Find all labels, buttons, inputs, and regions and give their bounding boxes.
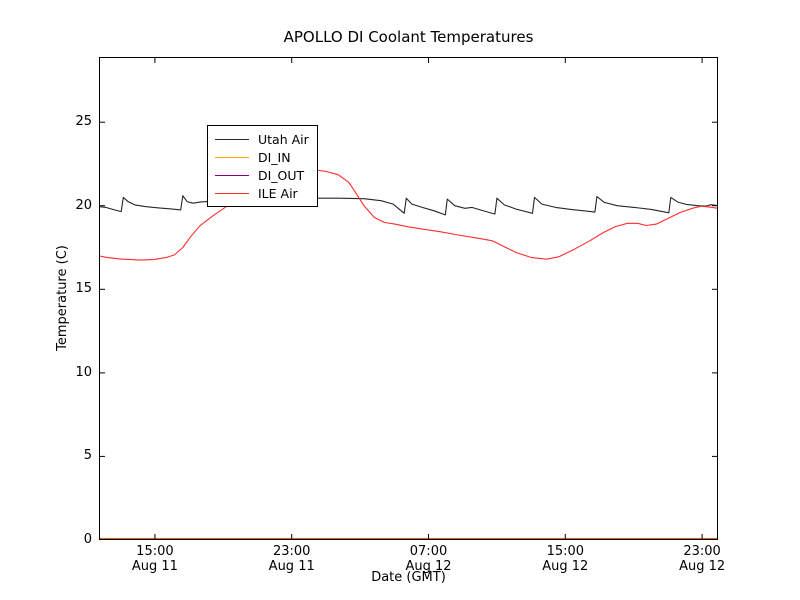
y-tick-label: 15 (75, 281, 92, 297)
y-tick-label: 20 (75, 197, 92, 213)
legend-entry-di-in: DI_IN (213, 148, 309, 166)
di-out-line-swatch (215, 174, 249, 176)
x-tick-label: 15:00 Aug 11 (131, 544, 178, 574)
legend: Utah Air DI_IN DI_OUT ILE Air (207, 125, 318, 207)
legend-label-di-out: DI_OUT (258, 167, 305, 183)
series-line-utah-air (99, 195, 718, 216)
legend-entry-utah-air: Utah Air (213, 130, 309, 148)
x-tick-label: 23:00 Aug 11 (268, 544, 315, 574)
chart-title: APOLLO DI Coolant Temperatures (283, 28, 534, 46)
y-tick-label: 10 (75, 364, 92, 380)
y-tick-label: 25 (75, 114, 92, 130)
ile-air-line-swatch (215, 192, 249, 194)
legend-entry-ile-air: ILE Air (213, 184, 309, 202)
di-in-line-swatch (215, 156, 249, 158)
series-line-ile-air (99, 169, 718, 261)
utah-air-line-swatch (215, 138, 249, 140)
legend-entry-di-out: DI_OUT (213, 166, 309, 184)
legend-label-ile-air: ILE Air (258, 185, 298, 201)
y-tick-label: 0 (83, 532, 92, 547)
x-tick-label: 23:00 Aug 12 (679, 544, 726, 574)
plot-canvas (99, 57, 718, 540)
plot-area: Utah Air DI_IN DI_OUT ILE Air (99, 57, 718, 540)
legend-label-utah-air: Utah Air (258, 131, 309, 147)
axes-frame (99, 57, 718, 540)
y-tick-label: 5 (83, 448, 92, 464)
legend-label-di-in: DI_IN (258, 149, 291, 165)
x-axis-label: Date (GMT) (371, 570, 446, 585)
x-tick-label: 07:00 Aug 12 (405, 544, 452, 574)
x-tick-label: 15:00 Aug 12 (542, 544, 589, 574)
